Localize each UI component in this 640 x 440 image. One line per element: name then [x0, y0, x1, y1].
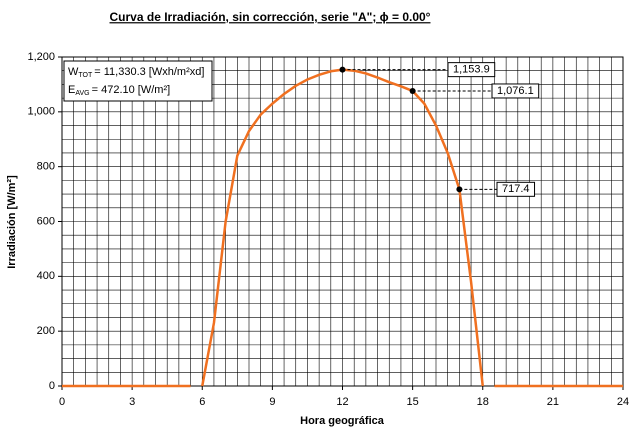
y-tick-label: 1,200	[27, 51, 55, 63]
y-tick-label: 0	[49, 380, 55, 392]
annotation-point	[456, 186, 463, 193]
y-tick-label: 200	[37, 325, 55, 337]
chart-title: Curva de Irradiación, sin corrección, se…	[110, 10, 431, 24]
x-tick-label: 24	[617, 396, 629, 408]
info-box	[63, 60, 213, 102]
info-value: = 11,330.3 [Wxh/m²xd]	[94, 66, 204, 78]
x-tick-label: 3	[129, 396, 135, 408]
y-tick-label: 800	[37, 161, 55, 173]
annotation-point	[409, 87, 416, 94]
info-symbol: W	[68, 66, 79, 78]
annotation-point	[339, 66, 346, 73]
info-subscript: AVG	[75, 90, 89, 97]
annotation-label: 717.4	[502, 183, 530, 195]
x-tick-label: 6	[199, 396, 205, 408]
plot-border	[61, 56, 624, 387]
x-tick-label: 18	[477, 396, 489, 408]
annotation-box	[491, 83, 540, 99]
y-tick-label: 600	[37, 215, 55, 227]
annotation-label: 1,153.9	[453, 64, 490, 76]
y-tick-label: 1,000	[27, 106, 55, 118]
y-axis-label: Irradiación [W/m²]	[6, 175, 18, 269]
annotation-box	[496, 181, 536, 197]
annotation-label: 1,076.1	[497, 85, 534, 97]
x-tick-label: 21	[547, 396, 559, 408]
x-tick-label: 9	[269, 396, 275, 408]
x-tick-label: 0	[59, 396, 65, 408]
x-tick-label: 15	[407, 396, 419, 408]
info-subscript: TOT	[78, 72, 93, 79]
annotation-box	[447, 62, 496, 78]
y-tick-label: 400	[37, 270, 55, 282]
info-symbol: E	[68, 84, 75, 96]
info-text: EAVG = 472.10 [W/m²]	[68, 84, 170, 97]
x-tick-label: 12	[336, 396, 348, 408]
info-text: WTOT = 11,330.3 [Wxh/m²xd]	[68, 66, 204, 79]
x-axis-label: Hora geográfica	[300, 415, 385, 427]
info-value: = 472.10 [W/m²]	[92, 84, 171, 96]
